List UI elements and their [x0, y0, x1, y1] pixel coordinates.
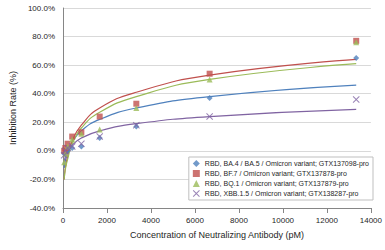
svg-text:0.0%: 0.0% [37, 146, 55, 155]
svg-text:2000: 2000 [98, 216, 116, 225]
svg-text:4000: 4000 [142, 216, 160, 225]
svg-text:Inhibition Rate (%): Inhibition Rate (%) [8, 71, 18, 145]
svg-text:-40.0%: -40.0% [30, 204, 55, 213]
svg-text:RBD, BA.4 / BA.5 / Omicron var: RBD, BA.4 / BA.5 / Omicron variant; GTX1… [205, 160, 369, 168]
svg-text:8000: 8000 [230, 216, 248, 225]
svg-text:10000: 10000 [272, 216, 295, 225]
svg-text:Concentration of Neutralizing: Concentration of Neutralizing Antibody (… [130, 230, 304, 240]
svg-text:RBD, BQ.1 / Omicron variant; G: RBD, BQ.1 / Omicron variant; GTX137879-p… [205, 180, 349, 188]
svg-text:20.0%: 20.0% [32, 118, 55, 127]
svg-text:40.0%: 40.0% [32, 89, 55, 98]
svg-text:60.0%: 60.0% [32, 61, 55, 70]
svg-text:100.0%: 100.0% [28, 4, 55, 13]
svg-text:6000: 6000 [186, 216, 204, 225]
svg-text:0: 0 [61, 216, 66, 225]
svg-text:80.0%: 80.0% [32, 32, 55, 41]
svg-text:-20.0%: -20.0% [30, 175, 55, 184]
svg-text:RBD, XBB.1.5 / Omicron variant: RBD, XBB.1.5 / Omicron variant; GTX13828… [205, 190, 359, 198]
svg-text:12000: 12000 [316, 216, 339, 225]
svg-text:RBD, BF.7 / Omicron variant; G: RBD, BF.7 / Omicron variant; GTX137878-p… [205, 170, 347, 178]
svg-text:14000: 14000 [360, 216, 383, 225]
